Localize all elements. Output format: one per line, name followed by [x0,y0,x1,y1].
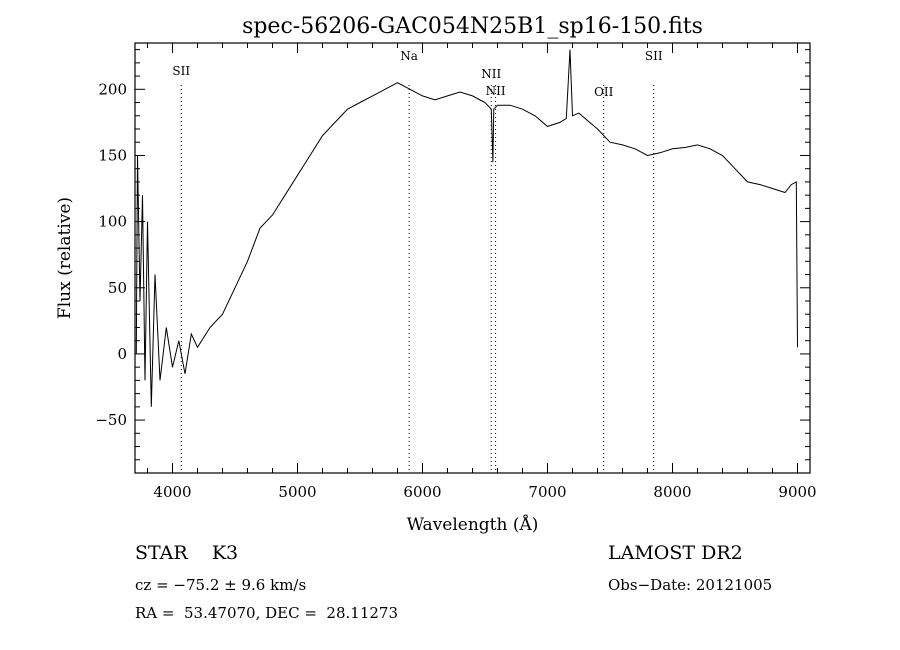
x-axis-label: Wavelength (Å) [407,514,539,535]
y-tick-label: −50 [95,411,127,429]
x-tick-label: 9000 [778,483,816,501]
x-tick-label: 5000 [278,483,316,501]
x-tick-label: 7000 [528,483,566,501]
spectrum-series [135,49,798,407]
plot-frame [134,42,811,474]
line-marker-label: SII [172,64,190,78]
x-tick-label: 4000 [153,483,191,501]
survey-name: LAMOST DR2 [608,542,743,564]
line-marker-label: SII [645,49,663,63]
emission-line-markers: SII Na NII NII OII SII [172,49,663,473]
y-tick-label: 100 [98,213,127,231]
observation-date: Obs−Date: 20121005 [608,576,773,594]
y-tick-label: 0 [117,345,127,363]
y-tick-label: 150 [98,146,127,164]
y-axis-label: Flux (relative) [55,197,75,319]
redshift-velocity: cz = −75.2 ± 9.6 km/s [135,576,307,594]
x-tick-label: 8000 [653,483,691,501]
line-marker-label: OII [594,85,614,99]
chart-title: spec-56206-GAC054N25B1_sp16-150.fits [242,14,703,39]
line-marker-label: NII [481,67,501,81]
line-marker-label: NII [486,84,506,98]
object-class: STAR K3 [135,542,239,564]
coordinates: RA = 53.47070, DEC = 28.11273 [135,604,399,622]
x-tick-label: 6000 [403,483,441,501]
axis-ticks: 4000 5000 6000 7000 8000 9000 −50 0 50 100 150 200 [95,43,817,501]
line-marker-label: Na [400,49,418,63]
y-tick-label: 50 [108,279,127,297]
spectrum-line [135,49,798,407]
y-tick-label: 200 [98,80,127,98]
